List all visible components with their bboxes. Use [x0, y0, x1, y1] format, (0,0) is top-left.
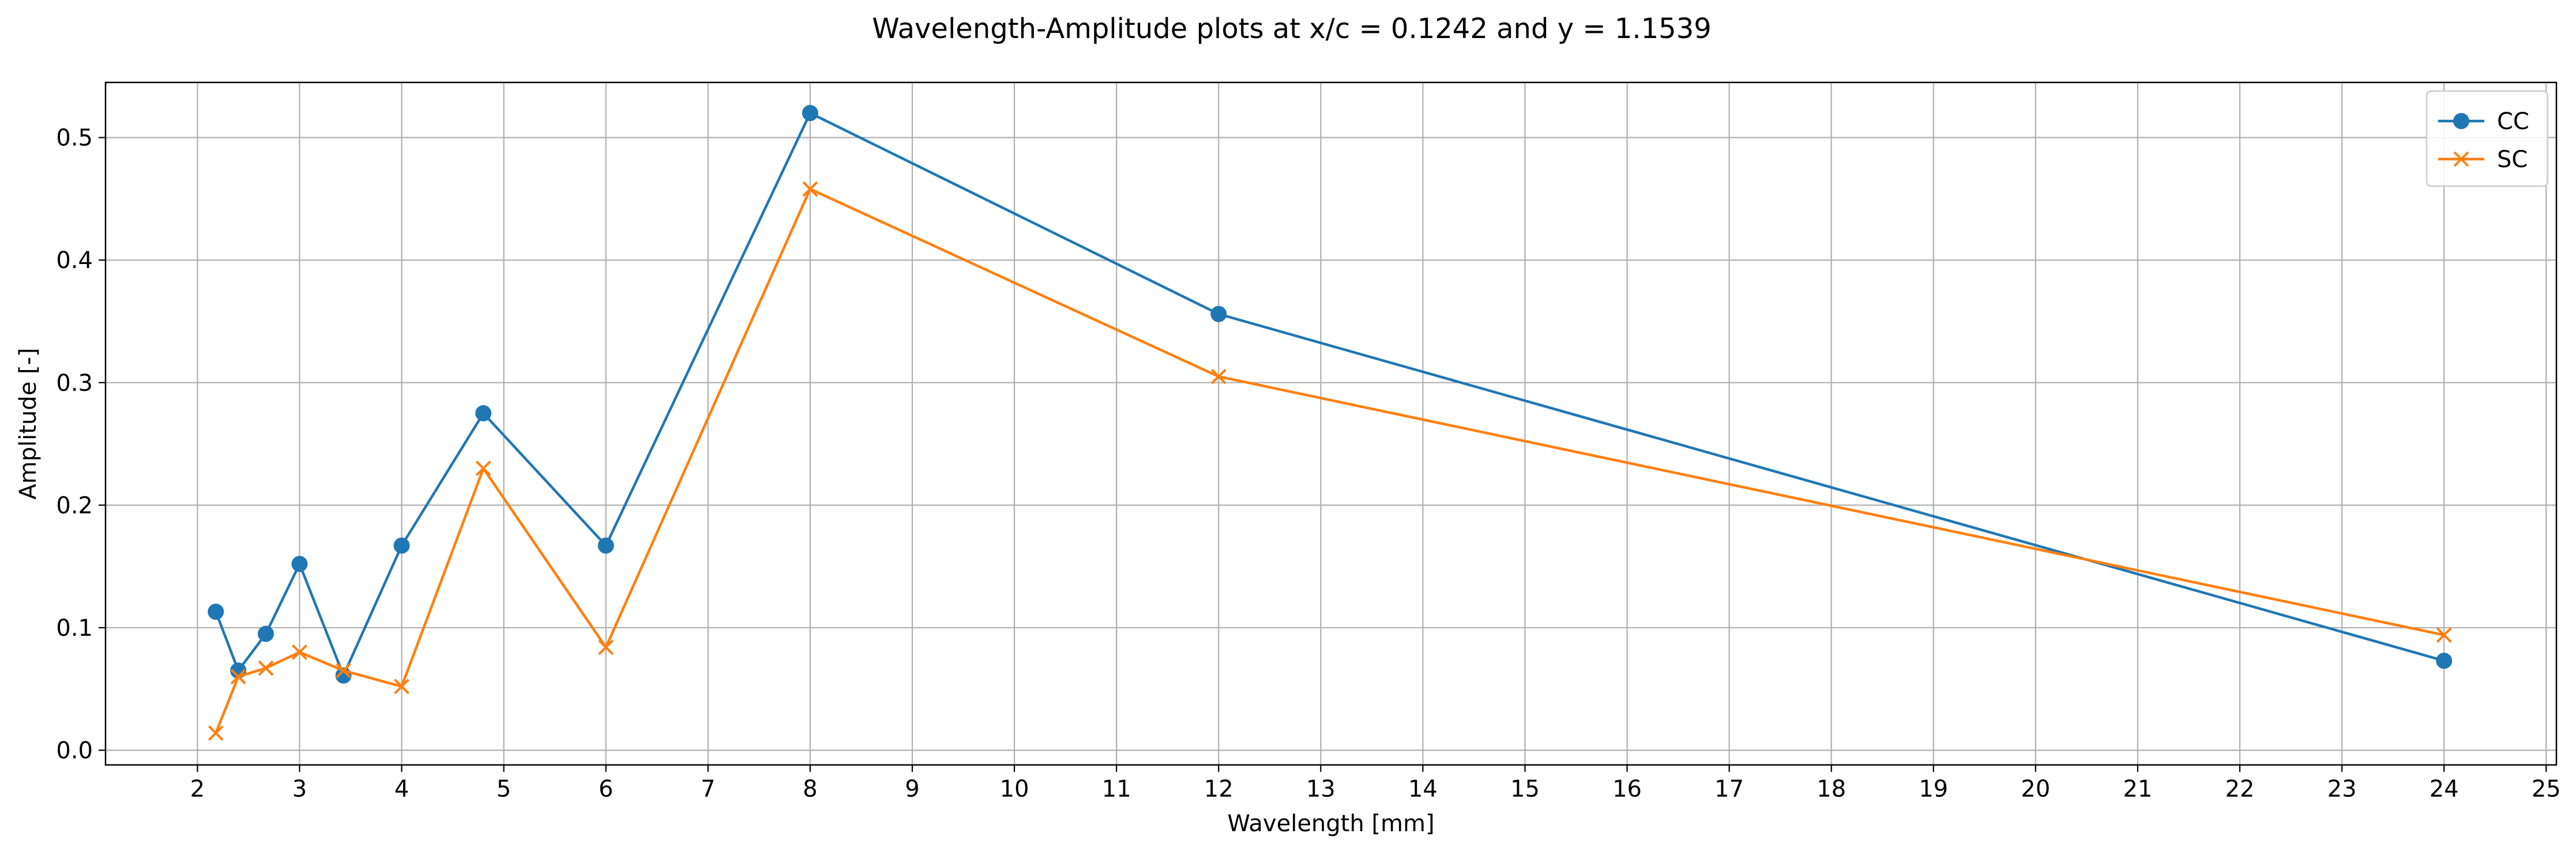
x-tick-label: 14 [1408, 776, 1438, 802]
x-marker-strokes [2453, 151, 2469, 167]
x-marker-strokes [802, 181, 818, 197]
x-marker-strokes [336, 662, 352, 678]
series-sc-point [1210, 368, 1227, 384]
series-cc-point [597, 537, 614, 554]
x-marker-strokes [475, 461, 491, 477]
series-cc-point [208, 604, 224, 620]
x-tick-label: 2 [190, 776, 205, 802]
legend-sc-label: SC [2497, 146, 2528, 173]
series-sc-point [2436, 627, 2452, 643]
x-tick-label: 8 [803, 776, 817, 802]
chart-title: Wavelength-Amplitude plots at x/c = 0.12… [872, 13, 1712, 45]
series-cc-point [291, 556, 308, 572]
legend-cc-label: CC [2497, 108, 2529, 135]
y-tick-label: 0.3 [56, 370, 93, 397]
y-tick-label: 0.4 [56, 247, 93, 274]
x-tick-label: 4 [394, 776, 409, 802]
x-tick-label: 21 [2123, 776, 2153, 802]
x-tick-label: 25 [2532, 776, 2561, 802]
x-tick-label: 19 [1919, 776, 1948, 802]
series-cc-point [393, 537, 410, 554]
x-tick-label: 16 [1612, 776, 1642, 802]
x-marker-strokes [292, 644, 307, 660]
x-tick-label: 6 [599, 776, 613, 802]
y-tick-label: 0.5 [56, 125, 93, 152]
x-tick-label: 15 [1510, 776, 1540, 802]
plot-frame [104, 81, 2558, 766]
legend: CC SC [2425, 90, 2549, 187]
x-marker-strokes [230, 669, 246, 685]
x-axis-label: Wavelength [mm] [1227, 810, 1434, 837]
x-tick-label: 18 [1817, 776, 1846, 802]
series-cc-point [1210, 306, 1227, 322]
x-tick-label: 11 [1102, 776, 1131, 802]
series-cc-point [475, 405, 492, 421]
x-tick-label: 9 [905, 776, 919, 802]
series-sc-point [475, 461, 491, 477]
x-marker-strokes [598, 639, 614, 655]
series-cc-point [2436, 653, 2453, 669]
series-sc-point [292, 644, 307, 660]
x-marker-strokes [1210, 368, 1227, 384]
series-sc-point [802, 181, 818, 197]
series-sc-point [336, 662, 352, 678]
series-cc-point [258, 625, 274, 642]
series-layer [208, 105, 2453, 741]
legend-sc-marker [2453, 151, 2469, 167]
x-marker-strokes [2436, 627, 2452, 643]
legend-cc-marker [2453, 113, 2469, 129]
x-tick-label: 12 [1204, 776, 1234, 802]
series-sc-point [230, 669, 246, 685]
y-axis-label: Amplitude [-] [15, 348, 42, 499]
x-tick-label: 24 [2430, 776, 2459, 802]
x-tick-label: 3 [292, 776, 307, 802]
x-tick-label: 13 [1306, 776, 1336, 802]
x-tick-label: 23 [2327, 776, 2357, 802]
x-tick-label: 10 [1000, 776, 1029, 802]
x-tick-label: 22 [2225, 776, 2255, 802]
x-tick-label: 7 [701, 776, 715, 802]
x-marker-strokes [394, 678, 409, 695]
series-sc-point [394, 678, 409, 695]
x-marker-strokes [258, 660, 274, 676]
axis-ticks: 2 3 4 5 6 7 8 9 10 11 12 13 14 15 16 17 18 19 20 21 22 23 24 25… [56, 125, 2560, 802]
x-tick-label: 17 [1714, 776, 1744, 802]
x-marker-strokes [208, 725, 224, 741]
series-sc-point [598, 639, 614, 655]
series-cc-point [802, 105, 818, 122]
y-tick-label: 0.2 [56, 492, 93, 519]
series-sc-point [258, 660, 274, 676]
series-sc-point [208, 725, 224, 741]
y-tick-label: 0.1 [56, 615, 93, 642]
grid-lines [106, 82, 2556, 765]
y-tick-label: 0.0 [56, 737, 93, 764]
x-tick-label: 5 [497, 776, 511, 802]
legend-box [2425, 90, 2549, 187]
x-tick-label: 20 [2021, 776, 2050, 802]
